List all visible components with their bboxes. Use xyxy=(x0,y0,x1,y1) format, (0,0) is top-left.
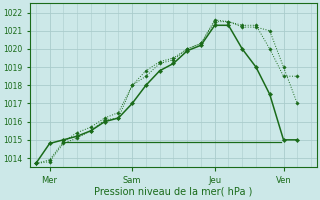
X-axis label: Pression niveau de la mer( hPa ): Pression niveau de la mer( hPa ) xyxy=(94,187,252,197)
